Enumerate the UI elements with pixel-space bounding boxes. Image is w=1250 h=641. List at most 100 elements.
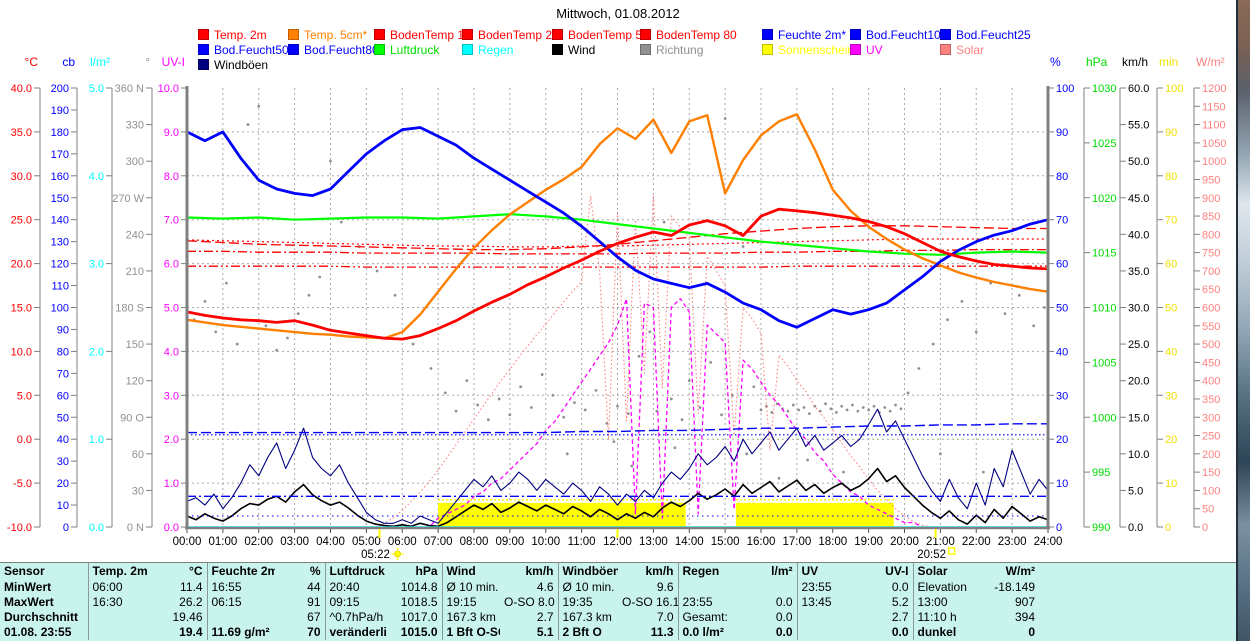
axis-lm2: 5.0 4.0 3.0 2.0 1.0 0.0 l/m² xyxy=(89,55,113,534)
svg-text:21:00: 21:00 xyxy=(926,536,955,548)
weather-chart-plot[interactable]: 40.0 35.0 30.0 25.0 20.0 15.0 10.0 5.0 0.0 -5.0 -1… xyxy=(0,0,1250,562)
legend-swatch xyxy=(850,29,861,40)
legend-item-solar[interactable]: Solar xyxy=(940,43,984,57)
svg-text:%: % xyxy=(1050,55,1061,69)
svg-text:900: 900 xyxy=(1202,193,1220,205)
svg-text:210: 210 xyxy=(126,266,144,278)
legend-item-feuchte-2m-[interactable]: Feuchte 2m* xyxy=(762,28,846,42)
svg-text:0.0: 0.0 xyxy=(17,434,32,446)
svg-text:180 S: 180 S xyxy=(115,303,144,315)
legend-label: Bod.Feucht50 xyxy=(214,42,289,57)
series-feuchte-2m xyxy=(186,126,1049,329)
svg-text:°: ° xyxy=(145,55,150,69)
legend-label: Wind xyxy=(568,42,596,57)
cell-uv-text xyxy=(796,625,855,640)
svg-text:700: 700 xyxy=(1202,266,1220,278)
svg-text:990: 990 xyxy=(1092,522,1110,534)
legend-swatch xyxy=(552,29,563,40)
svg-text:50: 50 xyxy=(1165,303,1177,315)
row-label: Durchschnitt xyxy=(4,610,79,624)
svg-text:8.0: 8.0 xyxy=(164,171,179,183)
svg-text:120: 120 xyxy=(126,376,144,388)
series-richtung xyxy=(192,104,1046,480)
cell-wind-text: 167.3 km xyxy=(441,610,500,625)
legend-item-temp-5cm-[interactable]: Temp. 5cm* xyxy=(288,28,367,42)
svg-text:80: 80 xyxy=(1165,171,1177,183)
svg-text:35.0: 35.0 xyxy=(1128,266,1149,278)
svg-text:50: 50 xyxy=(1056,303,1068,315)
legend-label: Temp. 2m xyxy=(214,27,267,42)
legend-swatch xyxy=(374,29,385,40)
legend-item-wind[interactable]: Wind xyxy=(552,42,596,57)
svg-text:1005: 1005 xyxy=(1092,357,1116,369)
svg-text:07:00: 07:00 xyxy=(424,536,453,548)
svg-text:1100: 1100 xyxy=(1202,120,1226,132)
cell-temp-2m-text xyxy=(87,610,150,625)
svg-text:5.0: 5.0 xyxy=(1128,485,1143,497)
legend-item-bod-feucht10[interactable]: Bod.Feucht10 xyxy=(850,28,941,42)
cell-wind-value: O-SO 8.0 xyxy=(504,595,555,609)
cell-uv-value: UV-I xyxy=(885,564,909,578)
legend-label: BodenTemp 50 xyxy=(568,27,649,42)
legend-item-bodentemp-10[interactable]: BodenTemp 10 xyxy=(374,28,471,42)
legend-item-windb-en[interactable]: Windböen xyxy=(198,58,268,72)
cell-windb-en-value: 7.0 xyxy=(656,610,674,624)
legend-item-uv[interactable]: UV xyxy=(850,43,883,57)
svg-text:80: 80 xyxy=(57,346,69,358)
svg-text:150: 150 xyxy=(1202,467,1220,479)
axis-hPa: 1030 1025 1020 1015 1010 1005 1000 995 990 hPa xyxy=(1083,55,1116,534)
svg-text:18:00: 18:00 xyxy=(818,536,847,548)
svg-text:90: 90 xyxy=(1056,127,1068,139)
svg-text:3.0: 3.0 xyxy=(164,390,179,402)
cell-luftdruck-value: 1018.5 xyxy=(400,595,438,609)
svg-text:100: 100 xyxy=(1202,485,1220,497)
legend-item-regen[interactable]: Regen xyxy=(462,43,513,57)
svg-text:100: 100 xyxy=(51,303,69,315)
svg-text:25.0: 25.0 xyxy=(1128,339,1149,351)
svg-text:330: 330 xyxy=(126,120,144,132)
cell-luftdruck-text: Luftdruck xyxy=(324,563,387,580)
svg-text:650: 650 xyxy=(1202,284,1220,296)
svg-text:60.0: 60.0 xyxy=(1128,83,1149,95)
svg-text:130: 130 xyxy=(51,237,69,249)
cell-regen-value: l/m² xyxy=(771,564,793,578)
svg-text:10:00: 10:00 xyxy=(531,536,560,548)
legend-item-luftdruck[interactable]: Luftdruck xyxy=(374,43,439,57)
svg-text:5.0: 5.0 xyxy=(89,83,104,95)
legend-item-bodentemp-25[interactable]: BodenTemp 25 xyxy=(462,28,559,42)
cell-luftdruck-value: 1015.0 xyxy=(400,625,438,639)
svg-text:60: 60 xyxy=(132,449,144,461)
legend-item-bodentemp-50[interactable]: BodenTemp 50 xyxy=(552,27,649,42)
svg-text:20.0: 20.0 xyxy=(1128,376,1149,388)
cell-uv-value: 5.2 xyxy=(891,595,909,609)
svg-text:40: 40 xyxy=(1165,346,1177,358)
legend-item-bodentemp-80[interactable]: BodenTemp 80 xyxy=(640,28,737,42)
svg-text:4.0: 4.0 xyxy=(89,171,104,183)
cell-uv-value: 2.7 xyxy=(891,610,909,624)
cell-windb-en-value: 9.6 xyxy=(656,580,674,594)
cell-feuchte-2m-value: 91 xyxy=(307,595,321,609)
legend-item-temp-2m[interactable]: Temp. 2m xyxy=(198,27,267,42)
svg-text:1025: 1025 xyxy=(1092,138,1116,150)
desktop-background-strip xyxy=(1238,0,1250,641)
svg-text:40: 40 xyxy=(57,434,69,446)
svg-text:0: 0 xyxy=(1165,522,1171,534)
cell-temp-2m-text: 06:00 xyxy=(87,580,150,595)
legend-item-bod-feucht25[interactable]: Bod.Feucht25 xyxy=(940,28,1031,42)
legend-item-sonnenschein[interactable]: Sonnenschein xyxy=(762,43,854,57)
svg-text:55.0: 55.0 xyxy=(1128,120,1149,132)
svg-text:6.0: 6.0 xyxy=(164,259,179,271)
svg-text:1010: 1010 xyxy=(1092,303,1116,315)
legend-item-bod-feucht50[interactable]: Bod.Feucht50 xyxy=(198,42,289,57)
cell-feuchte-2m-value: 67 xyxy=(307,610,321,624)
legend-item-richtung[interactable]: Richtung xyxy=(640,43,703,57)
axis-uvi: 10.0 9.0 8.0 7.0 6.0 5.0 4.0 3.0 2.0 1.0 0.0 UV-I xyxy=(158,55,187,534)
svg-text:1000: 1000 xyxy=(1202,156,1226,168)
cell-temp-2m-value: 26.2 xyxy=(179,595,203,609)
svg-text:1200: 1200 xyxy=(1202,83,1226,95)
svg-text:03:00: 03:00 xyxy=(280,536,309,548)
legend-item-bod-feucht80[interactable]: Bod.Feucht80 xyxy=(288,43,379,57)
svg-text:200: 200 xyxy=(1202,449,1220,461)
svg-text:-5.0: -5.0 xyxy=(13,478,32,490)
